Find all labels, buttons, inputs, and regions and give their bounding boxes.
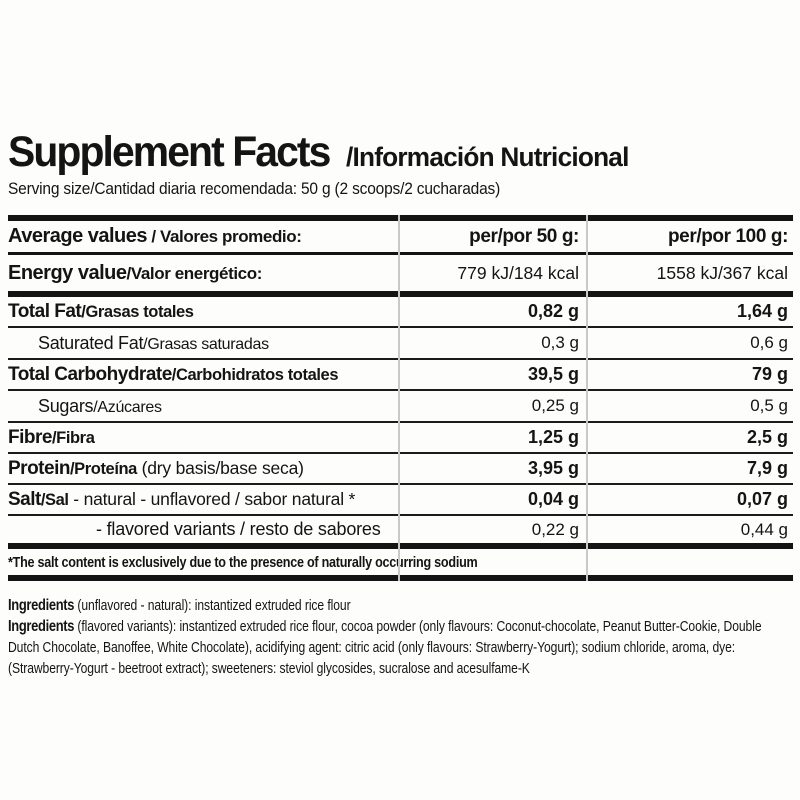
value-per-100g: 1,64 g [736,301,788,321]
value-per-50g: 0,25 g [531,396,579,415]
header-per-100g: per/por 100 g: [667,225,788,247]
thick-rule-energy [8,291,793,297]
column-divider-1 [398,215,400,581]
value-per-50g: 0,3 g [541,333,579,352]
header-per-50g: per/por 50 g: [469,225,579,247]
ingredients-lead: Ingredients [8,618,75,635]
value-per-100g: 0,07 g [736,489,788,509]
value-per-100g: 0,5 g [750,396,788,415]
ingredients-flavored: Ingredients (flavored variants): instant… [8,618,762,677]
row-label: Protein/Proteína (dry basis/base seca) [8,457,304,479]
table-row-energy: Energy value/Valor energético: 779 kJ/18… [8,255,793,291]
title-english: Supplement Facts [8,128,331,176]
header-label-en: Average values [8,225,148,247]
value-per-50g: 0,22 g [531,519,579,539]
title-spanish: /Información Nutricional [346,142,629,172]
value-per-50g: 3,95 g [527,458,579,478]
value-per-100g: 2,5 g [746,427,788,447]
label-content: Supplement Facts /Información Nutriciona… [8,128,793,679]
row-label: Total Carbohydrate/Carbohidratos totales [8,363,339,385]
thick-rule-bottom [8,575,793,581]
table-row-total-carbohydrate: Total Carbohydrate/Carbohidratos totales… [8,360,793,391]
serving-size-text: Serving size/Cantidad diaria recomendada… [8,180,501,198]
row-label: Fibre/Fibra [8,426,95,448]
table-header-row: Average values / Valores promedio: per/p… [8,221,793,255]
value-per-100g: 79 g [751,364,788,384]
value-per-50g: 39,5 g [527,364,579,384]
table-row-protein: Protein/Proteína (dry basis/base seca) 3… [8,454,793,485]
value-per-100g: 0,44 g [740,519,788,539]
row-label: Energy value/Valor energético: [8,261,262,284]
table-row-salt-flavored: - flavored variants / resto de sabores 0… [8,516,793,543]
value-per-50g: 1,25 g [527,427,579,447]
table-row-salt-natural: Salt/Sal - natural - unflavored / sabor … [8,485,793,516]
table-row-total-fat: Total Fat/Grasas totales 0,82 g 1,64 g [8,297,793,328]
salt-footnote-row: *The salt content is exclusively due to … [8,549,793,575]
ingredients-section: Ingredients (unflavored - natural): inst… [8,595,793,679]
row-label: - flavored variants / resto de sabores [96,519,381,539]
value-per-50g: 0,82 g [527,301,579,321]
thick-rule-top [8,215,793,221]
value-per-50g: 0,04 g [527,489,579,509]
header-label-es: / Valores promedio: [147,227,302,246]
thick-rule-salt [8,543,793,549]
row-label: Sugars/Azúcares [38,395,162,416]
header-label: Average values / Valores promedio: [8,225,398,248]
row-label: Salt/Sal - natural - unflavored / sabor … [8,488,356,510]
value-per-50g: 779 kJ/184 kcal [457,262,579,283]
value-per-100g: 1558 kJ/367 kcal [656,262,788,283]
table-row-sugars: Sugars/Azúcares 0,25 g 0,5 g [8,391,793,423]
table-row-fibre: Fibre/Fibra 1,25 g 2,5 g [8,423,793,454]
ingredients-unflavored: Ingredients (unflavored - natural): inst… [8,597,351,614]
column-divider-2 [586,215,588,581]
value-per-100g: 0,6 g [750,333,788,352]
value-per-100g: 7,9 g [746,458,788,478]
ingredients-lead: Ingredients [8,597,75,614]
row-label: Total Fat/Grasas totales [8,300,194,322]
row-label: Saturated Fat/Grasas saturadas [38,332,269,353]
nutrition-table: Average values / Valores promedio: per/p… [8,215,793,581]
table-row-saturated-fat: Saturated Fat/Grasas saturadas 0,3 g 0,6… [8,328,793,360]
salt-footnote-text: *The salt content is exclusively due to … [8,553,478,571]
label-title: Supplement Facts /Información Nutriciona… [8,128,793,177]
